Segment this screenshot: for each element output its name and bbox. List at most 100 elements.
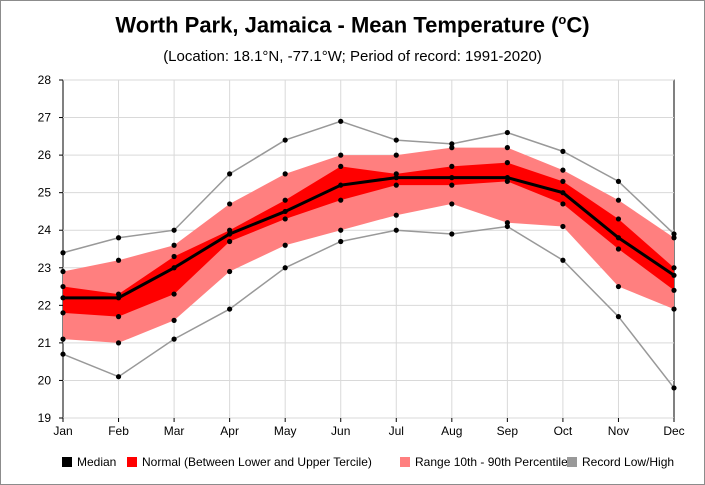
x-tick-label: Nov xyxy=(608,424,629,438)
record-low-point xyxy=(615,314,622,320)
median-point xyxy=(615,235,622,241)
record-low-point xyxy=(171,336,177,342)
normal-upper-point xyxy=(393,171,399,177)
normal-lower-point xyxy=(171,291,177,297)
record-low-point xyxy=(393,227,399,233)
record-high-point xyxy=(227,171,233,177)
y-tick-label: 20 xyxy=(38,373,52,387)
y-tick-label: 22 xyxy=(38,298,52,312)
range-upper-point xyxy=(560,167,566,173)
percentile-range-band xyxy=(63,147,674,343)
legend-record-label: Record Low/High xyxy=(582,455,674,469)
range-upper-point xyxy=(393,152,399,158)
range-lower-point xyxy=(504,220,510,226)
record-high-point xyxy=(560,148,566,154)
median-point xyxy=(171,265,177,271)
record-low-point xyxy=(227,306,233,312)
y-tick-label: 23 xyxy=(38,261,52,275)
range-lower-point xyxy=(115,340,122,346)
record-high-point xyxy=(60,250,66,256)
normal-upper-point xyxy=(671,265,677,271)
normal-upper-point xyxy=(171,253,177,260)
record-high-point xyxy=(615,178,622,184)
median-point xyxy=(671,272,677,278)
range-upper-point xyxy=(227,201,233,207)
record-high-point xyxy=(393,137,399,143)
record-high-point xyxy=(338,118,344,124)
record-low-line xyxy=(62,225,675,389)
normal-lower-point xyxy=(393,182,399,188)
record-high-line xyxy=(62,120,675,254)
range-lower-point xyxy=(615,283,622,290)
record-high-point xyxy=(671,231,677,237)
normal-upper-point xyxy=(60,283,66,290)
normal-lower-point xyxy=(338,197,344,203)
normal-lower-point xyxy=(115,314,122,320)
legend-range-label: Range 10th - 90th Percentile xyxy=(415,455,568,469)
median-line xyxy=(63,176,675,300)
x-tick-label: Feb xyxy=(108,424,129,438)
record-low-point xyxy=(115,374,122,380)
normal-lower-point xyxy=(282,216,288,222)
range-lower-point xyxy=(282,242,288,248)
legend-median-swatch xyxy=(62,457,72,467)
range-lower-point xyxy=(560,223,566,230)
record-high-point xyxy=(171,227,177,233)
chart-subtitle: (Location: 18.1°N, -77.1°W; Period of re… xyxy=(163,48,542,65)
median-point xyxy=(449,175,455,181)
x-tick-label: Jun xyxy=(331,424,350,438)
median-point xyxy=(227,231,233,237)
legend-normal-swatch xyxy=(127,457,137,467)
median-point xyxy=(338,182,344,188)
y-tick-label: 19 xyxy=(38,411,52,425)
record-high-point xyxy=(504,129,510,136)
x-tick-label: Aug xyxy=(441,424,462,438)
range-upper-point xyxy=(60,268,66,275)
normal-upper-point xyxy=(615,216,622,222)
normal-lower-point xyxy=(671,287,677,293)
x-tick-label: May xyxy=(274,424,297,438)
range-lower-point xyxy=(338,227,344,233)
record-low-point xyxy=(60,351,66,357)
legend-record-swatch xyxy=(567,457,577,467)
y-tick-label: 27 xyxy=(38,111,52,125)
x-tick-label: Dec xyxy=(663,424,684,438)
y-tick-label: 26 xyxy=(38,148,52,162)
record-low-point xyxy=(338,238,344,245)
normal-lower-point xyxy=(449,182,455,188)
range-upper-point xyxy=(671,235,677,241)
chart-title: Worth Park, Jamaica - Mean Temperature (… xyxy=(115,12,590,38)
legend-normal-label: Normal (Between Lower and Upper Tercile) xyxy=(142,455,372,469)
y-tick-label: 25 xyxy=(38,186,52,200)
record-low-point xyxy=(560,257,566,263)
range-lower-point xyxy=(671,306,677,312)
y-tick-label: 21 xyxy=(38,336,52,350)
range-upper-point xyxy=(615,197,622,203)
normal-tercile-band xyxy=(63,162,674,317)
legend-range-swatch xyxy=(400,457,410,467)
normal-upper-point xyxy=(560,178,566,184)
normal-upper-point xyxy=(449,163,455,169)
record-low-point xyxy=(449,231,455,237)
x-tick-label: Apr xyxy=(220,424,239,438)
record-low-point xyxy=(671,385,677,391)
normal-upper-point xyxy=(504,160,510,166)
normal-upper-point xyxy=(282,197,288,203)
median-point xyxy=(60,295,66,301)
record-high-point xyxy=(282,137,288,143)
median-point xyxy=(393,175,399,181)
normal-lower-point xyxy=(60,310,66,316)
normal-upper-point xyxy=(338,163,344,169)
record-low-point xyxy=(504,223,510,230)
x-tick-label: Sep xyxy=(497,424,519,438)
normal-lower-point xyxy=(615,246,622,252)
normal-lower-point xyxy=(227,238,233,245)
normal-upper-point xyxy=(115,291,122,297)
range-lower-point xyxy=(60,336,66,342)
range-lower-point xyxy=(171,317,177,323)
legend-median-label: Median xyxy=(77,455,116,469)
range-upper-point xyxy=(449,145,455,151)
record-high-point xyxy=(115,235,122,241)
median-point xyxy=(504,175,510,181)
